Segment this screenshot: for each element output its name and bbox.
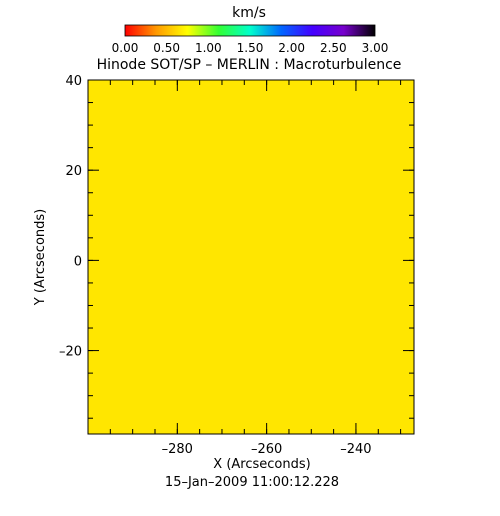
y-tick-label: 20 bbox=[65, 164, 82, 179]
x-tick-label: –280 bbox=[162, 442, 193, 457]
macroturbulence-map bbox=[88, 80, 414, 434]
y-axis: 40 20 0 –20 bbox=[59, 74, 414, 419]
y-tick-label: –20 bbox=[59, 345, 82, 360]
colorbar-tick-label: 3.00 bbox=[362, 41, 389, 55]
colorbar-tick-label: 1.00 bbox=[195, 41, 222, 55]
colorbar-tick-label: 2.50 bbox=[320, 41, 347, 55]
y-tick-label: 0 bbox=[74, 254, 82, 269]
chart-title: Hinode SOT/SP – MERLIN : Macroturbulence bbox=[97, 57, 402, 73]
x-axis: –280 –260 –240 bbox=[87, 80, 402, 457]
colorbar-tick-label: 0.00 bbox=[112, 41, 139, 55]
colorbar-tick-label: 2.00 bbox=[278, 41, 305, 55]
plot-frame bbox=[87, 79, 415, 435]
colorbar-tick-label: 0.50 bbox=[153, 41, 180, 55]
colorbar-unit: km/s bbox=[232, 5, 266, 21]
x-axis-label: X (Arcseconds) bbox=[213, 457, 310, 472]
x-tick-label: –260 bbox=[251, 442, 282, 457]
y-tick-label: 40 bbox=[65, 74, 82, 89]
observation-timestamp: 15–Jan–2009 11:00:12.228 bbox=[165, 475, 339, 490]
colorbar bbox=[124, 24, 376, 37]
colorbar-tick-label: 1.50 bbox=[237, 41, 264, 55]
y-axis-label: Y (Arcseconds) bbox=[33, 209, 48, 306]
colorbar-tick-labels: 0.00 0.50 1.00 1.50 2.00 2.50 3.00 bbox=[112, 41, 389, 55]
x-tick-label: –240 bbox=[340, 442, 371, 457]
